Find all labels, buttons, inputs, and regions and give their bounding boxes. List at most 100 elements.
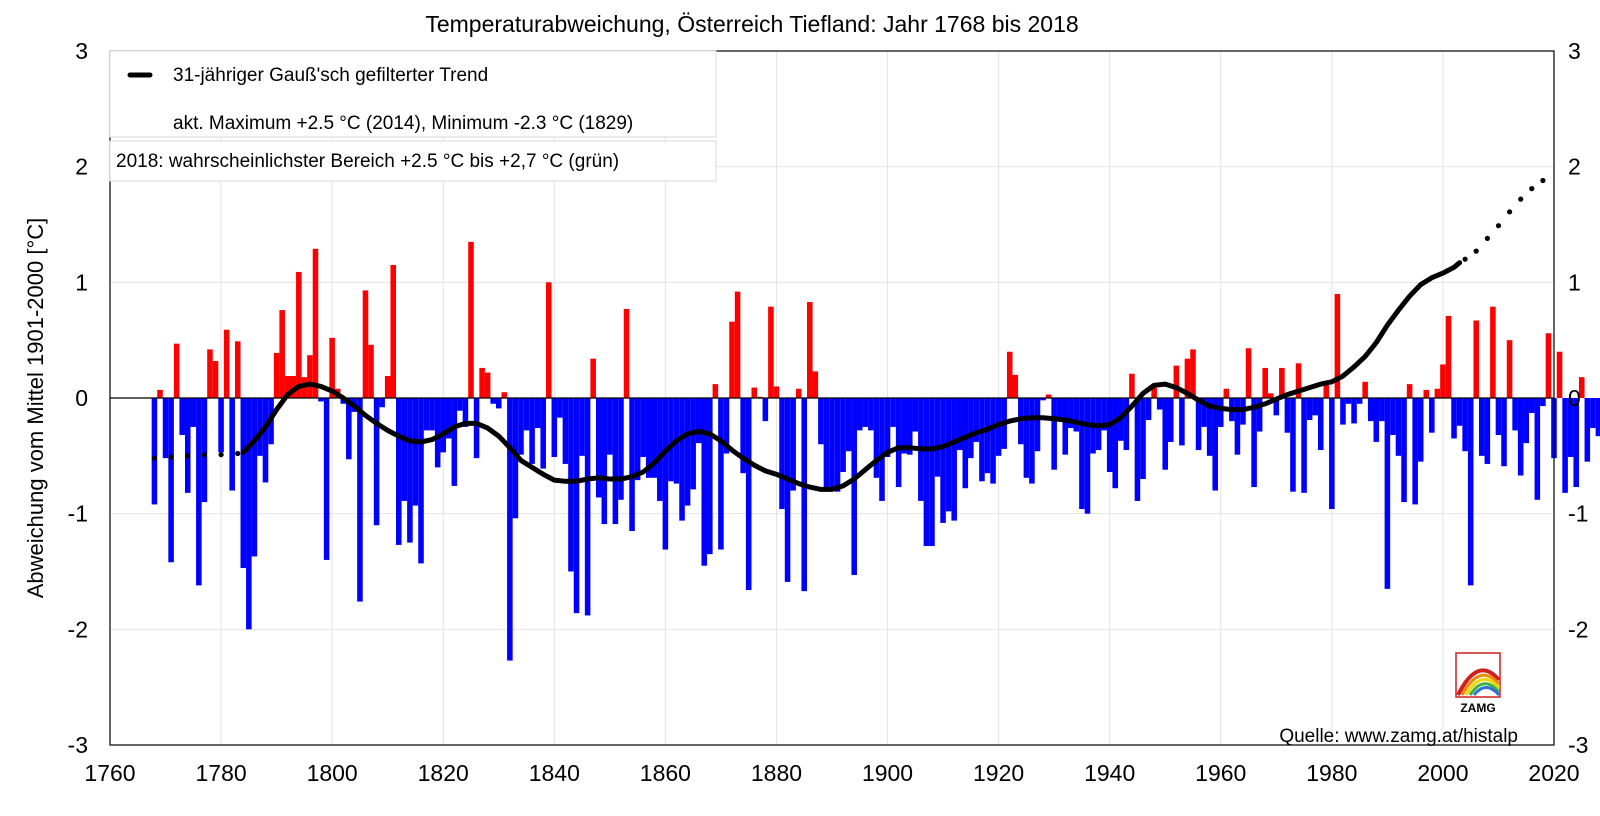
bar-1991 — [1390, 398, 1396, 436]
bar-1798 — [318, 398, 324, 402]
bar-1928 — [1040, 398, 1046, 401]
bar-1912 — [951, 398, 957, 521]
source-label: Quelle: www.zamg.at/histalp — [1279, 726, 1518, 747]
y-tick-label-right: 1 — [1568, 269, 1581, 295]
bar-1871 — [723, 398, 730, 454]
bar-1917 — [979, 398, 985, 482]
bar-1845 — [579, 398, 585, 456]
bar-1839 — [545, 282, 552, 398]
bar-1994 — [1406, 384, 1413, 398]
x-tick-label: 1940 — [1084, 760, 1135, 786]
bar-2022 — [1562, 398, 1568, 493]
bar-1776 — [196, 398, 202, 586]
y-tick-label-left: 1 — [75, 269, 88, 295]
bar-1849 — [601, 398, 608, 525]
bar-1856 — [640, 398, 646, 457]
bar-1853 — [623, 308, 630, 398]
bar-1807 — [368, 344, 374, 398]
bar-1821 — [446, 398, 452, 439]
bar-2015 — [1523, 398, 1529, 444]
bar-1857 — [645, 398, 652, 478]
bar-2010 — [1495, 398, 1502, 436]
bar-1955 — [1190, 349, 1196, 398]
bar-1905 — [912, 398, 919, 432]
bar-1914 — [962, 398, 969, 489]
bar-1908 — [929, 398, 935, 547]
anomaly-bars — [151, 241, 1600, 661]
bar-1995 — [1412, 398, 1418, 505]
bar-2014 — [1517, 398, 1524, 476]
bar-1811 — [390, 264, 397, 398]
bar-1918 — [984, 398, 991, 474]
bar-1889 — [823, 398, 830, 491]
bar-1903 — [901, 398, 907, 454]
bar-1787 — [257, 398, 263, 456]
bar-1878 — [762, 398, 769, 422]
bar-1967 — [1256, 398, 1263, 432]
bar-1945 — [1134, 398, 1141, 501]
x-tick-label: 1840 — [529, 760, 580, 786]
y-tick-label-left: 3 — [75, 38, 88, 64]
bar-1782 — [229, 398, 235, 491]
bar-1932 — [1062, 398, 1069, 455]
axis-ticks: 1760 1780 1800 1820 1840 1860 1880 1900 1920 1940… — [68, 38, 1589, 786]
bar-1998 — [1429, 398, 1435, 433]
bar-1783 — [234, 341, 241, 398]
bar-1989 — [1379, 398, 1385, 422]
bar-1926 — [1029, 398, 1035, 484]
bar-1816 — [418, 398, 424, 564]
bar-2026 — [1584, 398, 1591, 462]
bar-1829 — [490, 398, 496, 404]
x-tick-label: 1780 — [195, 760, 246, 786]
bar-1805 — [357, 398, 363, 602]
trend-dot — [235, 450, 241, 457]
bar-1814 — [407, 398, 413, 543]
bar-1790 — [273, 352, 280, 398]
y-axis-label: Abweichung vom Mittel 1901-2000 [°C] — [23, 218, 48, 599]
zamg-logo-text: ZAMG — [1460, 701, 1495, 715]
bar-2000 — [1440, 364, 1446, 398]
trend-dot — [1484, 235, 1490, 241]
x-tick-label: 2000 — [1417, 760, 1468, 786]
bar-1997 — [1423, 389, 1430, 398]
bar-1968 — [1262, 367, 1268, 398]
bar-1977 — [1312, 398, 1318, 416]
bar-1891 — [834, 398, 841, 492]
bar-1847 — [590, 358, 596, 398]
bar-1836 — [529, 398, 535, 464]
bar-1815 — [412, 398, 419, 506]
bar-1863 — [679, 398, 685, 521]
bar-1919 — [990, 398, 996, 484]
bar-1799 — [323, 398, 330, 560]
trend-dot — [185, 453, 191, 459]
bar-2016 — [1529, 398, 1535, 414]
y-tick-label-left: -2 — [68, 616, 88, 642]
bar-1949 — [1156, 398, 1163, 410]
bar-1887 — [812, 371, 819, 398]
bar-2001 — [1445, 315, 1452, 398]
bar-2008 — [1484, 398, 1491, 464]
trend-dot — [1462, 256, 1468, 262]
bar-1867 — [701, 398, 708, 566]
bar-1788 — [262, 398, 269, 483]
bar-1982 — [1340, 398, 1346, 425]
bar-1907 — [923, 398, 930, 547]
bar-2011 — [1501, 398, 1507, 467]
bar-1950 — [1162, 398, 1168, 470]
bar-1831 — [501, 392, 508, 398]
bar-1976 — [1306, 398, 1313, 420]
bar-1927 — [1034, 398, 1041, 452]
trend-dot — [1495, 223, 1502, 229]
bar-1978 — [1317, 398, 1324, 451]
bar-1858 — [651, 398, 658, 478]
bar-2023 — [1567, 398, 1574, 457]
bar-2021 — [1556, 351, 1563, 398]
bar-1838 — [540, 398, 546, 469]
y-tick-label-right: -2 — [1568, 616, 1588, 642]
plot-frame — [109, 50, 1555, 746]
bar-1806 — [362, 290, 369, 398]
legend: 31-jähriger Gauß'sch gefilterter Trend a… — [109, 50, 717, 182]
bar-1803 — [346, 398, 352, 460]
bar-1957 — [1201, 398, 1207, 427]
